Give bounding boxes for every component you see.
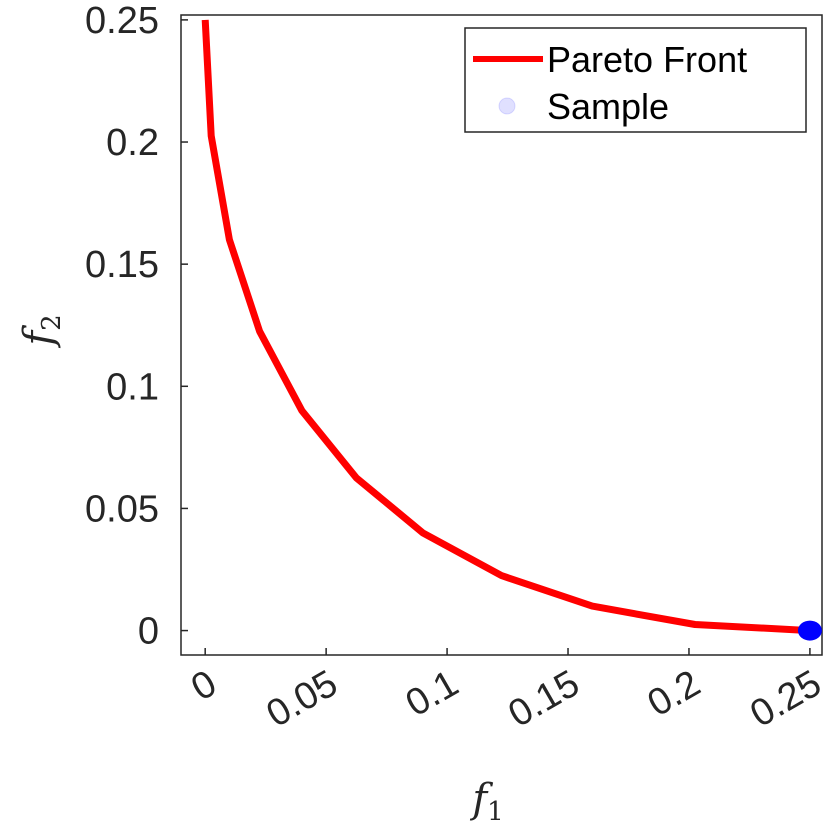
legend-swatch-sample (498, 97, 516, 115)
y-axis-ticks: 0 0.05 0.1 0.15 0.2 0.25 (85, 0, 188, 653)
y-tick-label: 0.2 (106, 122, 159, 164)
x-tick-label: 0.25 (743, 662, 828, 735)
legend-label-pareto-front: Pareto Front (547, 39, 747, 80)
x-tick-label: 0.05 (260, 662, 345, 735)
x-tick-label: 0 (184, 662, 223, 709)
y-axis-label: f2 (16, 314, 67, 348)
series-line-pareto-front (201, 19, 811, 635)
x-axis-ticks: 0 0.05 0.1 0.15 0.2 0.25 (184, 648, 828, 736)
x-axis-label: f1 (469, 776, 503, 827)
y-tick-label: 0.1 (106, 366, 159, 408)
y-tick-label: 0.05 (85, 488, 159, 530)
legend: Pareto Front Sample (464, 27, 807, 133)
x-tick-label: 0.2 (641, 662, 708, 725)
y-tick-label: 0 (138, 611, 159, 653)
legend-label-sample: Sample (547, 86, 669, 127)
x-tick-label: 0.15 (501, 662, 586, 735)
y-tick-label: 0.25 (85, 0, 159, 42)
series-layer (201, 19, 822, 641)
y-tick-label: 0.15 (85, 244, 159, 286)
series-point-sample (797, 620, 822, 641)
svg-text:f2: f2 (16, 314, 67, 348)
x-tick-label: 0.1 (399, 662, 466, 725)
legend-box (464, 27, 807, 133)
